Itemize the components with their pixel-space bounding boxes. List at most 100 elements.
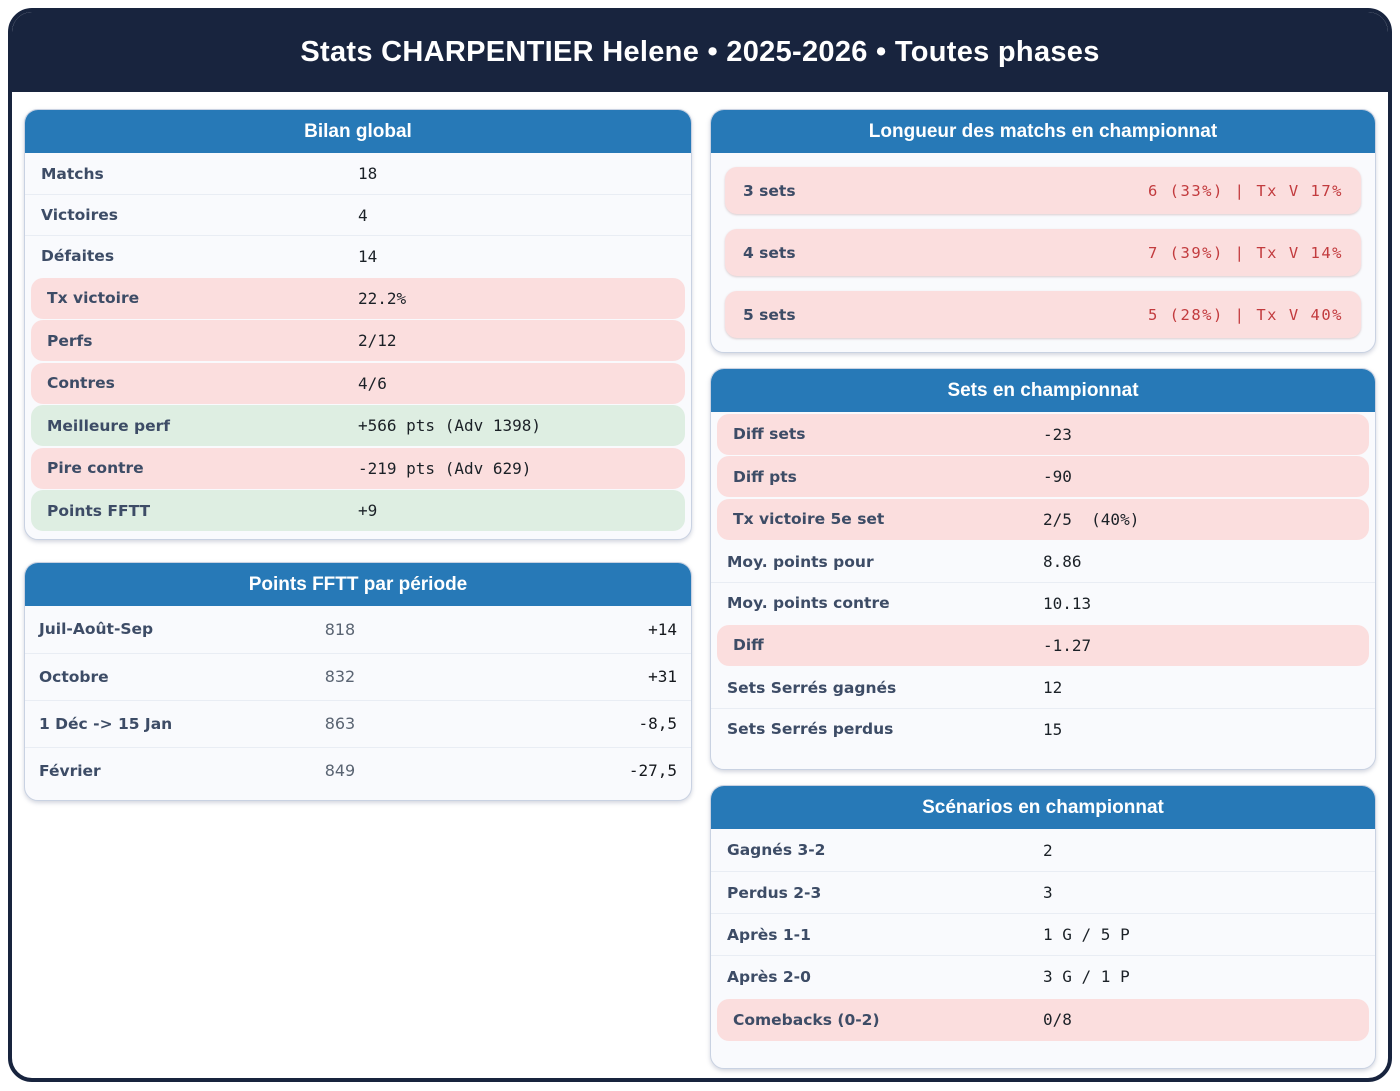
row-value: -1.27 <box>1043 635 1092 655</box>
row-label: Tx victoire 5e set <box>733 510 885 528</box>
table-row: Perdus 2-3 3 <box>711 871 1375 913</box>
row-value: 3 <box>1043 883 1053 902</box>
row-value: 2/5 (40%) <box>1043 509 1140 529</box>
sets-championnat-card: Sets en championnat Diff sets -23 Diff p… <box>710 368 1376 770</box>
row-label: Diff pts <box>733 467 797 486</box>
row-label: Comebacks (0-2) <box>733 1010 880 1029</box>
row-value: 2/12 <box>358 331 397 350</box>
sets-championnat-card-title: Sets en championnat <box>711 369 1375 412</box>
longueur-matchs-card: Longueur des matchs en championnat 3 set… <box>710 109 1376 353</box>
table-row: Défaites 14 <box>25 235 691 276</box>
row-label: 4 sets <box>743 243 796 262</box>
table-row: Sets Serrés perdus 15 <box>711 708 1375 749</box>
table-row: 1 Déc -> 15 Jan 863 -8,5 <box>25 699 691 747</box>
row-value: 14 <box>358 246 378 266</box>
table-row-highlight-positive: Points FFTT +9 <box>31 490 685 531</box>
table-row: Octobre 832 +31 <box>25 652 691 700</box>
row-label: Sets Serrés gagnés <box>727 678 897 697</box>
bilan-global-card: Bilan global Matchs 18 Victoires 4 Défai… <box>24 109 692 540</box>
row-label: Sets Serrés perdus <box>727 720 894 738</box>
page-title: Stats CHARPENTIER Helene • 2025-2026 • T… <box>300 35 1100 68</box>
row-value: -90 <box>1043 467 1072 486</box>
table-row-highlight-negative: Perfs 2/12 <box>31 320 685 361</box>
table-row: Gagnés 3-2 2 <box>711 829 1375 871</box>
period-delta: -27,5 <box>628 761 677 780</box>
row-value: -219 pts (Adv 629) <box>358 458 532 478</box>
scenarios-championnat-card: Scénarios en championnat Gagnés 3-2 2 Pe… <box>710 785 1376 1069</box>
period-label: Octobre <box>39 667 109 686</box>
table-row: Moy. points pour 8.86 <box>711 541 1375 582</box>
sets-championnat-card-body: Diff sets -23 Diff pts -90 Tx victoire 5… <box>711 413 1375 770</box>
period-points: 818 <box>324 619 356 639</box>
row-value: 5 (28%) | Tx V 40% <box>1148 305 1343 324</box>
row-value: +566 pts (Adv 1398) <box>358 416 542 435</box>
row-value: 1 G / 5 P <box>1043 925 1130 944</box>
row-label: Tx victoire <box>47 289 140 307</box>
table-row: Après 1-1 1 G / 5 P <box>711 913 1375 955</box>
row-value: 3 G / 1 P <box>1043 967 1130 986</box>
row-value: +9 <box>358 501 378 520</box>
row-label: Moy. points pour <box>727 552 874 571</box>
row-value: 15 <box>1043 719 1063 739</box>
left-column: Bilan global Matchs 18 Victoires 4 Défai… <box>24 109 692 1069</box>
row-value: 8.86 <box>1043 552 1082 571</box>
table-row: Victoires 4 <box>25 194 691 235</box>
bilan-global-card-body: Matchs 18 Victoires 4 Défaites 14 Tx vic… <box>25 153 691 539</box>
row-label: Après 2-0 <box>727 967 811 986</box>
row-label: Après 1-1 <box>727 925 811 944</box>
table-row-highlight-negative: Tx victoire 5e set 2/5 (40%) <box>717 498 1369 540</box>
table-row: Février 849 -27,5 <box>25 746 691 794</box>
period-delta: +14 <box>648 619 677 639</box>
table-row-highlight-negative: Diff -1.27 <box>717 624 1369 666</box>
table-row-highlight-negative: Comebacks (0-2) 0/8 <box>717 998 1369 1041</box>
table-row-highlight-negative: Diff pts -90 <box>717 456 1369 497</box>
row-label: Contres <box>47 374 115 392</box>
table-row-highlight-negative: Diff sets -23 <box>717 413 1369 455</box>
period-points: 863 <box>324 714 356 733</box>
row-value: 12 <box>1043 678 1063 697</box>
longueur-matchs-card-title: Longueur des matchs en championnat <box>711 110 1375 153</box>
right-column: Longueur des matchs en championnat 3 set… <box>710 109 1376 1069</box>
row-value: -23 <box>1043 424 1072 444</box>
row-value: 2 <box>1043 840 1053 860</box>
period-label: Février <box>39 761 101 780</box>
period-delta: +31 <box>648 667 677 686</box>
table-row: Sets Serrés gagnés 12 <box>711 667 1375 708</box>
row-value: 6 (33%) | Tx V 17% <box>1148 181 1343 200</box>
table-row-highlight-negative: Pire contre -219 pts (Adv 629) <box>31 447 685 489</box>
period-label: Juil-Août-Sep <box>39 620 154 638</box>
bilan-global-card-title: Bilan global <box>25 110 691 153</box>
points-fftt-periode-card-title: Points FFTT par période <box>25 562 691 606</box>
row-value: 4/6 <box>358 373 387 393</box>
row-label: 3 sets <box>743 181 796 200</box>
match-length-row: 3 sets 6 (33%) | Tx V 17% <box>725 167 1361 214</box>
row-label: Matchs <box>41 164 104 183</box>
row-label: Diff <box>733 636 764 654</box>
page-header: Stats CHARPENTIER Helene • 2025-2026 • T… <box>12 12 1388 92</box>
row-label: Points FFTT <box>47 501 151 520</box>
row-value: 7 (39%) | Tx V 14% <box>1148 243 1343 262</box>
period-delta: -8,5 <box>638 714 677 733</box>
match-length-row: 5 sets 5 (28%) | Tx V 40% <box>725 291 1361 338</box>
row-label: Perdus 2-3 <box>727 883 822 902</box>
table-row: Matchs 18 <box>25 153 691 194</box>
row-label: Défaites <box>41 247 115 265</box>
period-label: 1 Déc -> 15 Jan <box>39 714 173 733</box>
row-label: Moy. points contre <box>727 594 890 612</box>
row-value: 22.2% <box>358 288 407 308</box>
content-area: Bilan global Matchs 18 Victoires 4 Défai… <box>12 92 1388 1069</box>
row-value: 4 <box>358 205 368 225</box>
row-label: Diff sets <box>733 425 806 443</box>
row-label: Gagnés 3-2 <box>727 841 826 859</box>
row-value: 0/8 <box>1043 1010 1072 1029</box>
points-fftt-periode-card-body: Juil-Août-Sep 818 +14 Octobre 832 +31 1 … <box>25 606 691 800</box>
row-label: Perfs <box>47 331 93 350</box>
table-row: Après 2-0 3 G / 1 P <box>711 955 1375 997</box>
row-label: Victoires <box>41 206 118 224</box>
table-row-highlight-negative: Contres 4/6 <box>31 362 685 404</box>
row-label: 5 sets <box>743 305 796 324</box>
row-label: Pire contre <box>47 459 144 477</box>
period-points: 849 <box>324 761 356 780</box>
points-fftt-periode-card: Points FFTT par période Juil-Août-Sep 81… <box>24 561 692 801</box>
row-value: 10.13 <box>1043 593 1092 613</box>
